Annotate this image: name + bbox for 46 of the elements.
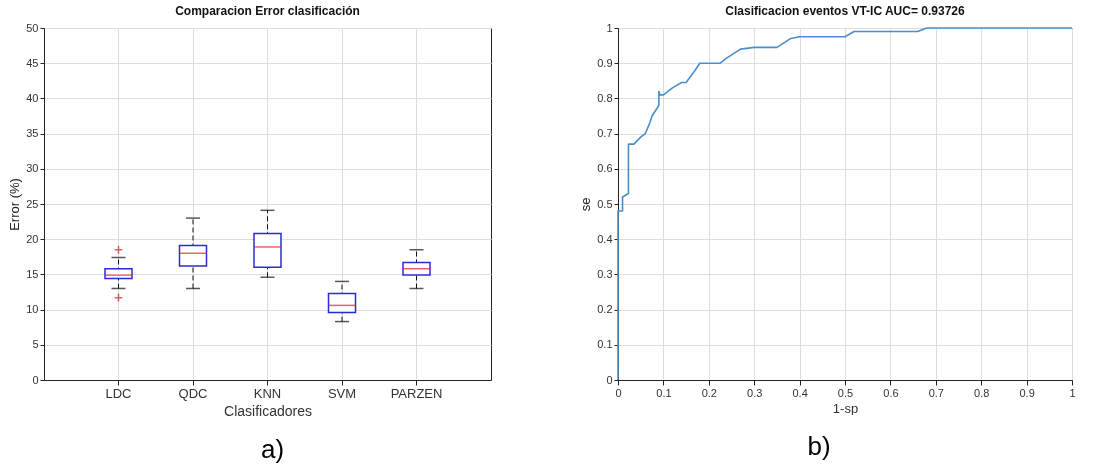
y-tick-label: 0	[32, 373, 39, 386]
x-tick-label: PARZEN	[390, 385, 443, 401]
x-tick-label: LDC	[105, 385, 132, 401]
x-tick-label: 0	[615, 386, 622, 399]
x-axis-title: 1-sp	[832, 400, 859, 416]
y-tick-label: 30	[26, 162, 39, 175]
x-tick-label: 0.6	[883, 386, 899, 399]
y-tick-label: 10	[26, 303, 39, 316]
y-tick-label: 0.2	[597, 303, 613, 316]
y-axis-title: Error (%)	[7, 178, 23, 231]
x-tick-label: 0.1	[656, 386, 672, 399]
y-tick-label: 20	[26, 232, 39, 245]
x-tick-label: 0.4	[792, 386, 808, 399]
x-tick-label: KNN	[253, 385, 282, 401]
y-tick-label: 0.1	[597, 338, 613, 351]
x-tick-label: 0.2	[701, 386, 717, 399]
y-tick-label: 0.8	[597, 91, 613, 104]
y-axis-title: se	[578, 197, 594, 212]
y-tick-label: 5	[32, 338, 39, 351]
y-tick-label: 0.7	[597, 127, 613, 140]
chart-title: Comparacion Error clasificación	[175, 4, 360, 18]
y-tick-label: 45	[26, 56, 39, 69]
x-tick-label: 0.8	[974, 386, 990, 399]
chart-title: Clasificacion eventos VT-IC AUC= 0.93726	[725, 4, 965, 18]
y-tick-label: 40	[26, 91, 39, 104]
x-tick-label: 1	[1069, 386, 1076, 399]
y-tick-label: 50	[26, 21, 39, 34]
y-tick-label: 0.5	[597, 197, 613, 210]
x-tick-label: 0.9	[1019, 386, 1035, 399]
x-tick-label: 0.3	[747, 386, 763, 399]
text: b)	[806, 431, 832, 462]
y-tick-label: 35	[26, 127, 39, 140]
x-tick-label: QDC	[178, 385, 208, 401]
x-axis-title: Clasificadores	[224, 402, 312, 419]
text: a)	[259, 434, 286, 465]
x-tick-label: 0.7	[928, 386, 944, 399]
x-tick-label: 0.5	[837, 386, 854, 399]
y-tick-label: 0.9	[597, 56, 613, 69]
y-tick-label: 0.4	[597, 232, 613, 245]
y-tick-label: 25	[26, 197, 39, 210]
x-tick-label: SVM	[327, 385, 357, 401]
y-tick-label: 0.6	[597, 162, 613, 175]
y-tick-label: 0	[606, 373, 613, 386]
y-tick-label: 0.3	[597, 267, 613, 280]
y-tick-label: 15	[26, 267, 39, 280]
y-tick-label: 1	[606, 21, 613, 34]
